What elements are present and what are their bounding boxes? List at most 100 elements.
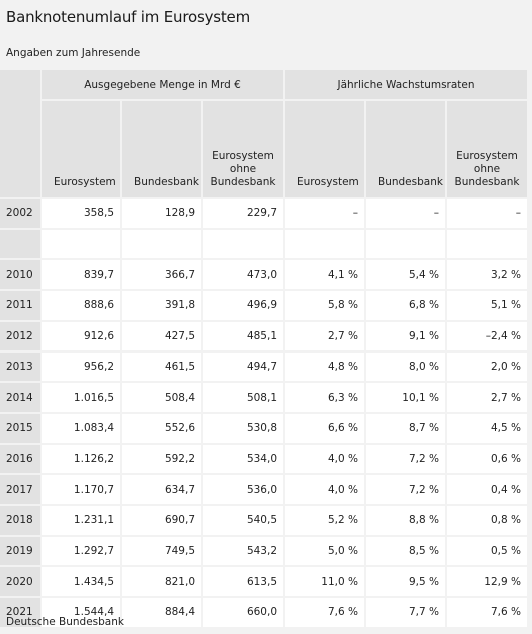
table-cell [42, 229, 120, 259]
table-cell: 0,8 % [447, 506, 527, 535]
row-year: 2016 [0, 444, 40, 474]
table-cell: 613,5 [203, 567, 283, 597]
table-cell: 0,6 % [447, 444, 527, 474]
table-cell: 7,2 % [366, 444, 445, 474]
table-cell: 7,7 % [366, 598, 445, 627]
table-cell: 1.434,5 [42, 567, 120, 597]
row-year: 2021 [0, 598, 40, 627]
table-cell: 1.016,5 [42, 383, 120, 412]
table-cell: 128,9 [122, 199, 201, 228]
table-cell: 2,7 % [447, 383, 527, 412]
table-cell: 508,1 [203, 383, 283, 412]
table-cell: 3,2 % [447, 260, 527, 290]
column-header-line: ohne [229, 163, 257, 175]
table-cell: 6,3 % [285, 383, 364, 412]
table-cell: 427,5 [122, 321, 201, 351]
table-cell: 8,8 % [366, 506, 445, 535]
table-cell: 534,0 [203, 444, 283, 474]
table-cell: 4,0 % [285, 444, 364, 474]
table-cell: 5,1 % [447, 291, 527, 320]
table-cell: 1.083,4 [42, 413, 120, 443]
column-header-line: Eurosystem [456, 150, 518, 162]
column-header-line: Bundesbank [134, 176, 199, 188]
table-cell: 690,7 [122, 506, 201, 535]
table-cell: 2,7 % [285, 321, 364, 351]
table-cell: 496,9 [203, 291, 283, 320]
table-cell: 7,6 % [447, 598, 527, 627]
page-title: Banknotenumlauf im Eurosystem [6, 8, 250, 26]
table-cell: 5,4 % [366, 260, 445, 290]
table-cell: 634,7 [122, 475, 201, 504]
table-cell: 8,7 % [366, 413, 445, 443]
table-cell: 5,0 % [285, 536, 364, 566]
column-header: Eurosystem [42, 101, 120, 197]
table-cell: 4,1 % [285, 260, 364, 290]
table-cell: – [285, 199, 364, 228]
table-cell [122, 229, 201, 259]
table-cell: 4,0 % [285, 475, 364, 504]
table-cell: 494,7 [203, 352, 283, 382]
row-year: 2010 [0, 260, 40, 290]
table-cell: 461,5 [122, 352, 201, 382]
row-year: 2014 [0, 383, 40, 412]
source-footer: Deutsche Bundesbank [6, 616, 124, 628]
table-cell: 5,8 % [285, 291, 364, 320]
table-cell: 485,1 [203, 321, 283, 351]
table-cell: 7,2 % [366, 475, 445, 504]
row-year: 2018 [0, 506, 40, 535]
table-cell: 8,5 % [366, 536, 445, 566]
table-cell: 530,8 [203, 413, 283, 443]
column-header-line: ohne [473, 163, 501, 175]
row-year: 2011 [0, 291, 40, 320]
table-cell [447, 229, 527, 259]
column-header-line: Eurosystem [297, 176, 359, 188]
table-cell: – [447, 199, 527, 228]
column-header: Bundesbank [122, 101, 201, 197]
column-header: Eurosystem ohne Bundesbank [203, 101, 283, 197]
table-cell: 1.544,4 [42, 598, 120, 627]
table-cell: 1.126,2 [42, 444, 120, 474]
table-cell: –2,4 % [447, 321, 527, 351]
row-year: 2019 [0, 536, 40, 566]
table-cell: 358,5 [42, 199, 120, 228]
column-header: Eurosystem [285, 101, 364, 197]
row-year: 2002 [0, 199, 40, 228]
group-header-wachstum: Jährliche Wachstumsraten [285, 70, 527, 99]
group-header-menge: Ausgegebene Menge in Mrd € [42, 70, 283, 99]
row-year [0, 229, 40, 259]
year-column-header [0, 70, 40, 197]
table-cell: 4,8 % [285, 352, 364, 382]
table-cell: 884,4 [122, 598, 201, 627]
table-cell [366, 229, 445, 259]
table-cell: 749,5 [122, 536, 201, 566]
table-cell: 10,1 % [366, 383, 445, 412]
column-header: Eurosystem ohne Bundesbank [447, 101, 527, 197]
column-header-line: Eurosystem [212, 150, 274, 162]
table-cell [203, 229, 283, 259]
table-cell: 473,0 [203, 260, 283, 290]
table-cell: 540,5 [203, 506, 283, 535]
table-cell: 0,5 % [447, 536, 527, 566]
table-cell: 839,7 [42, 260, 120, 290]
row-year: 2020 [0, 567, 40, 597]
table-cell: 660,0 [203, 598, 283, 627]
table-cell: 0,4 % [447, 475, 527, 504]
column-header-line: Eurosystem [54, 176, 116, 188]
table-cell: 1.231,1 [42, 506, 120, 535]
column-header: Bundesbank [366, 101, 445, 197]
table-cell: 391,8 [122, 291, 201, 320]
table-cell: 6,6 % [285, 413, 364, 443]
table-cell: 592,2 [122, 444, 201, 474]
row-year: 2013 [0, 352, 40, 382]
page-subtitle: Angaben zum Jahresende [6, 47, 141, 59]
table-cell [285, 229, 364, 259]
row-year: 2017 [0, 475, 40, 504]
column-header-line: Bundesbank [378, 176, 443, 188]
table-cell: 888,6 [42, 291, 120, 320]
table-cell: 8,0 % [366, 352, 445, 382]
column-header-line: Bundesbank [210, 176, 276, 188]
table-cell: 1.292,7 [42, 536, 120, 566]
row-year: 2015 [0, 413, 40, 443]
table-cell: 9,1 % [366, 321, 445, 351]
